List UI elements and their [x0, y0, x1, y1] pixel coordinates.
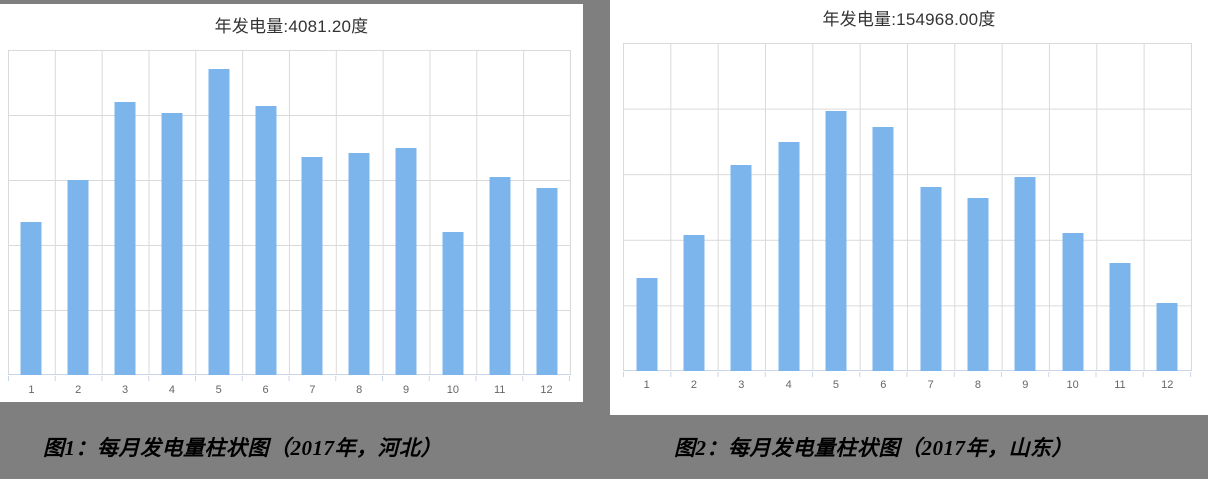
bar-month-6 — [255, 105, 277, 375]
bar-month-7 — [301, 157, 323, 375]
bar-month-5 — [825, 111, 847, 371]
x-axis-label: 3 — [738, 379, 745, 391]
x-axis-labels: 1 2 3 4 5 6 7 8 9 10 11 12 — [623, 379, 1191, 391]
bar-month-10 — [442, 232, 464, 375]
x-axis-label: 3 — [122, 384, 129, 396]
bar-month-12 — [536, 187, 558, 375]
bar-month-3 — [730, 165, 752, 371]
bar-month-4 — [778, 142, 800, 371]
x-axis-label: 5 — [215, 384, 222, 396]
plot-area — [623, 43, 1192, 377]
chart-title: 年发电量:4081.20度 — [214, 17, 369, 36]
x-axis-ticks — [8, 376, 570, 381]
x-axis-label: 11 — [1114, 379, 1126, 391]
plot-area — [8, 50, 571, 381]
x-axis-label: 4 — [168, 384, 175, 396]
bar-month-2 — [683, 235, 705, 371]
x-axis-label: 8 — [356, 384, 363, 396]
x-axis-line — [8, 374, 571, 375]
x-axis-labels: 1 2 3 4 5 6 7 8 9 10 11 12 — [8, 384, 570, 396]
bar-month-1 — [20, 222, 42, 375]
x-axis-label: 7 — [927, 379, 934, 391]
bar-month-10 — [1062, 233, 1084, 371]
bar-month-6 — [872, 126, 894, 371]
bar-month-8 — [967, 198, 989, 371]
bar-month-9 — [395, 148, 417, 375]
bar-month-2 — [67, 180, 89, 375]
x-axis-label: 10 — [1066, 379, 1079, 391]
x-axis-label: 12 — [1161, 379, 1174, 391]
bar-month-4 — [161, 113, 183, 375]
x-axis-label: 2 — [690, 379, 698, 391]
bar-month-11 — [489, 176, 511, 375]
x-axis-label: 12 — [540, 384, 553, 396]
caption-figure1: 图1：每月发电量柱状图（2017年，河北） — [43, 436, 442, 460]
x-axis-label: 9 — [1022, 379, 1029, 391]
chart-title: 年发电量:154968.00度 — [822, 10, 996, 29]
chart-panel-shandong: 年发电量:154968.00度 1 2 3 4 5 6 7 8 9 10 11 12 — [610, 0, 1208, 415]
x-axis-label: 6 — [880, 379, 887, 391]
x-axis-label: 9 — [402, 384, 410, 396]
x-axis-label: 10 — [446, 384, 459, 396]
chart-panel-hebei: 年发电量:4081.20度 1 2 3 4 5 6 7 8 9 10 11 12 — [0, 4, 583, 402]
caption-figure2: 图2：每月发电量柱状图（2017年，山东） — [674, 436, 1073, 460]
bar-month-12 — [1156, 302, 1178, 371]
x-axis-label: 7 — [309, 384, 316, 396]
x-axis-label: 11 — [493, 384, 506, 396]
bar-month-5 — [208, 68, 230, 375]
x-axis-line — [623, 370, 1192, 371]
x-axis-ticks — [623, 372, 1191, 377]
bar-month-8 — [348, 153, 370, 375]
x-axis-label: 1 — [28, 384, 35, 396]
bar-month-11 — [1109, 262, 1131, 371]
x-axis-label: 8 — [974, 379, 982, 391]
bar-month-9 — [1014, 176, 1036, 371]
x-axis-label: 2 — [75, 384, 82, 396]
x-axis-label: 6 — [262, 384, 269, 396]
x-axis-label: 5 — [832, 379, 840, 391]
bar-month-3 — [114, 102, 136, 375]
x-axis-label: 1 — [643, 379, 650, 391]
x-axis-label: 4 — [785, 379, 792, 391]
bar-month-1 — [636, 277, 658, 371]
bar-month-7 — [920, 186, 942, 371]
